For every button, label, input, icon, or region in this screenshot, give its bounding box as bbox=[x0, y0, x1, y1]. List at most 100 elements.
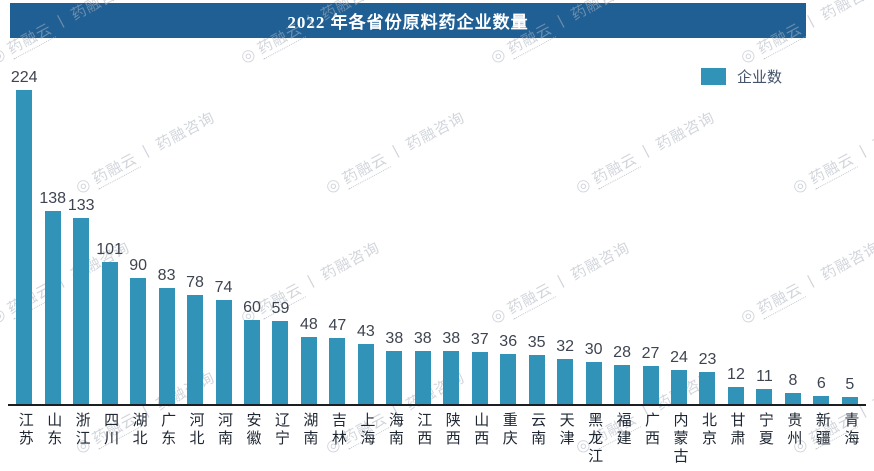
bar-value-label: 43 bbox=[356, 323, 375, 340]
x-axis: 江苏 山东 浙江 四川 湖北 广东 河北 河南 安徽 辽宁 湖南 吉林 上海 海… bbox=[8, 412, 866, 466]
bar[interactable] bbox=[614, 365, 631, 404]
x-axis-label: 宁夏 bbox=[756, 412, 773, 448]
bar-value-label: 24 bbox=[670, 349, 688, 366]
title-banner: 2022 年各省份原料药企业数量 bbox=[10, 3, 806, 38]
bar-column: 78 bbox=[181, 275, 209, 404]
bar[interactable] bbox=[585, 362, 602, 404]
bar-value-label: 12 bbox=[727, 366, 745, 383]
bar[interactable] bbox=[16, 90, 33, 404]
bar[interactable] bbox=[443, 351, 460, 404]
bar[interactable] bbox=[329, 338, 346, 404]
bar-column: 38 bbox=[409, 331, 437, 404]
bar[interactable] bbox=[671, 370, 688, 404]
bar-column: 38 bbox=[380, 331, 408, 404]
bar-value-label: 8 bbox=[788, 372, 798, 389]
bar[interactable] bbox=[642, 366, 659, 404]
bar[interactable] bbox=[528, 355, 545, 404]
bar[interactable] bbox=[73, 218, 90, 404]
bar-column: 47 bbox=[323, 318, 351, 404]
bar[interactable] bbox=[272, 321, 289, 404]
bar-column: 224 bbox=[10, 70, 38, 404]
bar-value-label: 30 bbox=[584, 341, 603, 358]
bar[interactable] bbox=[215, 300, 232, 404]
bar[interactable] bbox=[158, 288, 175, 404]
x-axis-label: 江西 bbox=[415, 412, 432, 448]
bar-value-label: 32 bbox=[556, 338, 575, 355]
x-label-cell: 黑龙江 bbox=[579, 412, 607, 466]
bar-value-label: 47 bbox=[328, 317, 347, 334]
bar[interactable] bbox=[243, 320, 260, 404]
bar-value-label: 11 bbox=[756, 368, 773, 385]
x-label-cell: 浙江 bbox=[67, 412, 95, 466]
bar-column: 35 bbox=[522, 335, 550, 404]
x-axis-label: 海南 bbox=[386, 412, 403, 448]
x-label-cell: 河北 bbox=[181, 412, 209, 466]
bar-column: 6 bbox=[807, 376, 835, 404]
bar[interactable] bbox=[727, 387, 744, 404]
x-axis-label: 陕西 bbox=[443, 412, 460, 448]
bar[interactable] bbox=[414, 351, 431, 404]
x-label-cell: 重庆 bbox=[494, 412, 522, 466]
bar-column: 11 bbox=[750, 369, 778, 404]
bar-column: 23 bbox=[693, 352, 721, 404]
x-axis-label: 福建 bbox=[614, 412, 631, 448]
legend-swatch bbox=[700, 68, 726, 85]
x-label-cell: 河南 bbox=[209, 412, 237, 466]
bar[interactable] bbox=[471, 352, 488, 404]
x-label-cell: 四川 bbox=[95, 412, 123, 466]
bar[interactable] bbox=[187, 295, 204, 404]
bar[interactable] bbox=[101, 262, 118, 404]
bar[interactable] bbox=[300, 337, 317, 404]
bar[interactable] bbox=[699, 372, 716, 404]
bar[interactable] bbox=[130, 278, 147, 404]
bar-column: 27 bbox=[636, 346, 664, 404]
bar[interactable] bbox=[500, 354, 517, 404]
bar[interactable] bbox=[357, 344, 374, 404]
x-label-cell: 湖南 bbox=[295, 412, 323, 466]
bar[interactable] bbox=[756, 389, 773, 404]
x-label-cell: 天津 bbox=[551, 412, 579, 466]
x-label-cell: 内蒙古 bbox=[665, 412, 693, 466]
x-axis-label: 内蒙古 bbox=[671, 412, 688, 466]
bar[interactable] bbox=[557, 359, 574, 404]
x-label-cell: 上海 bbox=[352, 412, 380, 466]
bar-value-label: 5 bbox=[845, 376, 855, 393]
bar-column: 8 bbox=[779, 373, 807, 404]
x-axis-label: 贵州 bbox=[785, 412, 802, 448]
bar-value-label: 59 bbox=[271, 300, 290, 317]
x-label-cell: 吉林 bbox=[323, 412, 351, 466]
x-axis-label: 新疆 bbox=[813, 412, 830, 448]
x-label-cell: 江苏 bbox=[10, 412, 38, 466]
x-label-cell: 北京 bbox=[693, 412, 721, 466]
x-axis-label: 广西 bbox=[643, 412, 660, 448]
x-axis-label: 重庆 bbox=[500, 412, 517, 448]
plot-area: 224 138 133 101 90 83 78 74 60 59 48 bbox=[8, 38, 866, 406]
bar-column: 74 bbox=[209, 280, 237, 404]
x-axis-label: 四川 bbox=[102, 412, 119, 448]
bar[interactable] bbox=[44, 211, 61, 404]
bar[interactable] bbox=[386, 351, 403, 404]
x-axis-label: 辽宁 bbox=[272, 412, 289, 448]
x-axis-label: 河北 bbox=[187, 412, 204, 448]
x-label-cell: 广西 bbox=[636, 412, 664, 466]
bar[interactable] bbox=[784, 393, 801, 404]
x-axis-label: 江苏 bbox=[16, 412, 33, 448]
x-label-cell: 海南 bbox=[380, 412, 408, 466]
bar[interactable] bbox=[813, 396, 830, 404]
x-axis-label: 湖南 bbox=[301, 412, 318, 448]
legend-item[interactable]: 企业数 bbox=[700, 66, 782, 87]
x-label-cell: 山东 bbox=[38, 412, 66, 466]
bar-column: 5 bbox=[836, 377, 864, 404]
x-label-cell: 新疆 bbox=[807, 412, 835, 466]
bar-column: 133 bbox=[67, 198, 95, 404]
bar-value-label: 74 bbox=[214, 279, 233, 296]
bar[interactable] bbox=[841, 397, 858, 404]
bar-value-label: 38 bbox=[442, 330, 461, 347]
bar-value-label: 138 bbox=[39, 190, 67, 207]
bar-value-label: 101 bbox=[96, 241, 123, 258]
bar-value-label: 48 bbox=[300, 316, 318, 333]
x-label-cell: 江西 bbox=[409, 412, 437, 466]
bar-value-label: 90 bbox=[129, 257, 147, 274]
bar-value-label: 38 bbox=[413, 330, 432, 347]
x-label-cell: 云南 bbox=[522, 412, 550, 466]
